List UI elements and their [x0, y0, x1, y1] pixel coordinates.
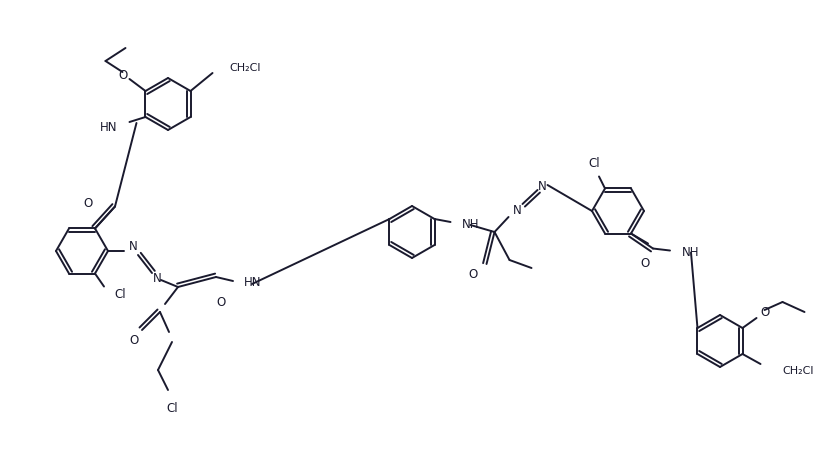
Text: N: N	[129, 240, 137, 253]
Text: N: N	[152, 272, 161, 285]
Text: HN: HN	[244, 276, 261, 289]
Text: O: O	[130, 334, 139, 347]
Text: HN: HN	[99, 120, 117, 133]
Text: O: O	[217, 295, 226, 308]
Text: Cl: Cl	[588, 157, 599, 170]
Text: O: O	[467, 268, 477, 281]
Text: O: O	[640, 257, 649, 269]
Text: CH₂Cl: CH₂Cl	[782, 365, 813, 375]
Text: CH₂Cl: CH₂Cl	[229, 63, 261, 73]
Text: O: O	[84, 196, 93, 209]
Text: NH: NH	[681, 246, 699, 258]
Text: N: N	[538, 179, 546, 192]
Text: O: O	[119, 68, 128, 81]
Text: Cl: Cl	[114, 287, 125, 300]
Text: Cl: Cl	[166, 402, 177, 414]
Text: O: O	[759, 306, 768, 319]
Text: NH: NH	[461, 218, 478, 231]
Text: N: N	[512, 204, 522, 217]
